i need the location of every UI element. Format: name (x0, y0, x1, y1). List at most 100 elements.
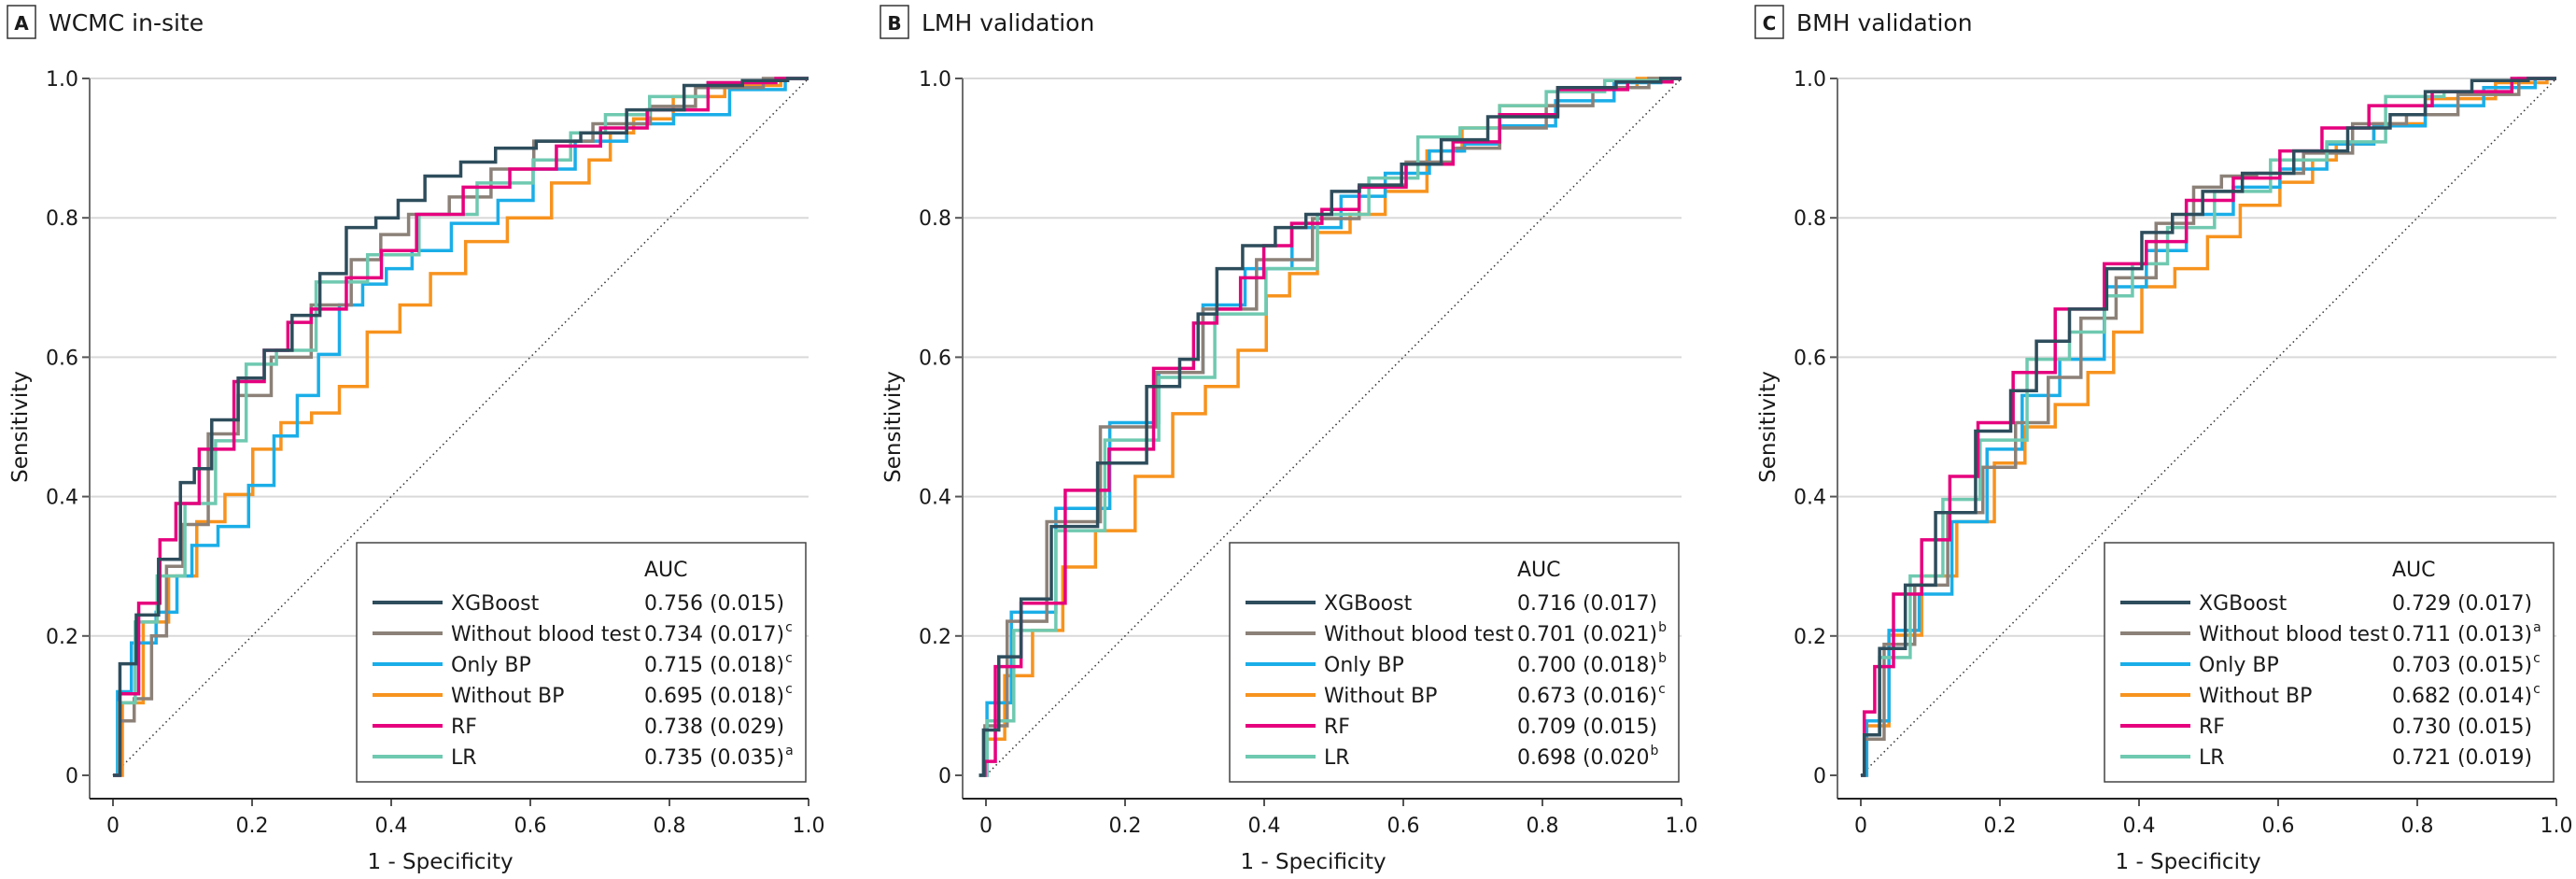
roc-curve-xgboost (1861, 77, 2556, 777)
panel-title: WCMC in-site (49, 9, 204, 36)
roc-curve-lr (978, 77, 1682, 777)
panel-letter: C (1763, 12, 1777, 35)
panel-letter-box (7, 5, 36, 39)
legend-auc-superscript: c (2533, 682, 2541, 697)
x-tick-label: 0.4 (375, 815, 408, 838)
legend-auc: 0.703 (0.015) (2392, 654, 2532, 677)
x-tick-label: 0.2 (1984, 815, 2017, 838)
x-tick-label: 0.8 (2401, 815, 2434, 838)
legend-auc-superscript: b (1651, 744, 1659, 758)
reference-diagonal (985, 78, 1682, 776)
x-tick-label: 0.8 (1527, 815, 1559, 838)
legend-auc: 0.734 (0.017) (644, 623, 784, 646)
legend-auc-superscript: a (785, 744, 794, 758)
legend-auc: 0.711 (0.013) (2392, 623, 2532, 646)
roc-curve-xgboost (113, 77, 809, 777)
legend-label: RF (451, 716, 477, 739)
panel-a: A WCMC in-site 0 0.2 0.4 0.6 0.8 1.0 0 0.2 0.4 0.6 0… (7, 5, 825, 874)
legend-auc: 0.738 (0.029) (644, 716, 784, 739)
x-tick-label: 0.4 (2123, 815, 2156, 838)
y-tick-label: 0 (65, 765, 78, 788)
legend-label: LR (451, 746, 477, 770)
legend-auc-superscript: a (2533, 620, 2541, 635)
y-tick-label: 0.8 (919, 207, 951, 231)
x-tick-label: 0.4 (1248, 815, 1281, 838)
y-tick-label: 0.6 (46, 347, 78, 370)
x-axis-label: 1 - Specificity (1241, 850, 1387, 874)
legend-auc: 0.721 (0.019) (2392, 746, 2532, 770)
reference-diagonal (112, 78, 809, 776)
roc-curve-lr (1861, 77, 2556, 777)
legend-auc-superscript: c (2533, 651, 2541, 666)
legend-label: LR (1324, 746, 1350, 770)
panel-letter: A (14, 12, 29, 35)
legend-auc: 0.695 (0.018) (644, 685, 784, 708)
y-tick-label: 1.0 (46, 68, 78, 92)
legend-label: Without BP (1324, 685, 1437, 708)
x-tick-label: 1.0 (1666, 815, 1698, 838)
x-tick-label: 0.6 (514, 815, 547, 838)
legend-label: Without blood test (2199, 623, 2389, 646)
legend-label: RF (2199, 716, 2225, 739)
y-tick-label: 0.2 (1794, 626, 1826, 649)
x-tick-label: 0.2 (1109, 815, 1142, 838)
legend-label: XGBoost (451, 592, 540, 616)
y-tick-label: 0.4 (919, 487, 951, 510)
legend-auc: 0.698 (0.020 (1517, 746, 1650, 770)
y-axis-label: Sensitivity (881, 371, 906, 483)
y-tick-label: 0.2 (46, 626, 78, 649)
legend-label: LR (2199, 746, 2225, 770)
y-tick-label: 0.6 (1794, 347, 1826, 370)
y-tick-label: 0.2 (919, 626, 951, 649)
x-axis-label: 1 - Specificity (368, 850, 514, 874)
legend-auc: 0.682 (0.014) (2392, 685, 2532, 708)
legend-label: Only BP (2199, 654, 2279, 677)
legend-auc: 0.735 (0.035) (644, 746, 784, 770)
roc-curve-lr (113, 77, 809, 777)
legend-label: Without BP (451, 685, 564, 708)
legend-auc-superscript: c (1658, 682, 1666, 697)
legend-auc: 0.700 (0.018) (1517, 654, 1657, 677)
legend-label: Only BP (451, 654, 531, 677)
roc-curve-without-bp (113, 77, 809, 777)
y-tick-label: 0.8 (46, 207, 78, 231)
roc-curve-rf (983, 77, 1682, 777)
legend-auc: 0.715 (0.018) (644, 654, 784, 677)
y-tick-label: 0 (1813, 765, 1826, 788)
legend-auc: 0.716 (0.017) (1517, 592, 1657, 616)
y-axis-label: Sensitivity (8, 371, 33, 483)
x-tick-label: 0.6 (1387, 815, 1420, 838)
y-tick-label: 0.4 (1794, 487, 1826, 510)
panel-letter-box (880, 5, 909, 39)
y-tick-label: 0.6 (919, 347, 951, 370)
legend-auc: 0.756 (0.015) (644, 592, 784, 616)
x-tick-label: 1.0 (793, 815, 825, 838)
x-tick-label: 0.8 (654, 815, 686, 838)
legend-label: XGBoost (1324, 592, 1413, 616)
legend-header: AUC (1517, 559, 1561, 582)
legend-header: AUC (2392, 559, 2436, 582)
legend-label: Only BP (1324, 654, 1404, 677)
x-tick-label: 0 (106, 815, 120, 838)
legend-auc: 0.729 (0.017) (2392, 592, 2532, 616)
legend-auc-superscript: c (785, 620, 793, 635)
legend-header: AUC (644, 559, 688, 582)
y-axis-label: Sensitivity (1756, 371, 1781, 483)
y-tick-label: 0.4 (46, 487, 78, 510)
y-tick-label: 1.0 (919, 68, 951, 92)
roc-curve-rf (113, 77, 809, 777)
legend-label: Without BP (2199, 685, 2312, 708)
panel-title: LMH validation (922, 9, 1094, 36)
legend-auc: 0.730 (0.015) (2392, 716, 2532, 739)
legend-auc: 0.673 (0.016) (1517, 685, 1657, 708)
x-tick-label: 0 (979, 815, 992, 838)
roc-curve-xgboost (978, 77, 1682, 777)
x-tick-label: 0 (1854, 815, 1867, 838)
y-tick-label: 0.8 (1794, 207, 1826, 231)
legend-auc-superscript: b (1658, 620, 1667, 635)
legend-label: XGBoost (2199, 592, 2287, 616)
legend-auc-superscript: c (785, 651, 793, 666)
y-tick-label: 1.0 (1794, 68, 1826, 92)
y-tick-label: 0 (938, 765, 951, 788)
legend-label: RF (1324, 716, 1350, 739)
